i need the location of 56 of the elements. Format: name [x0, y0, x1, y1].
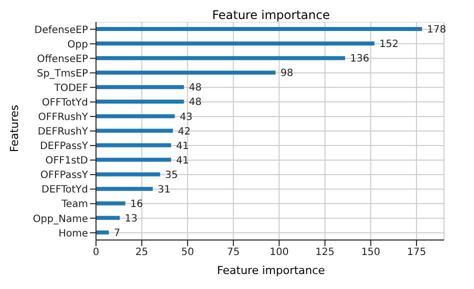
- x-tick-label: 150: [361, 247, 380, 258]
- x-tick-label: 125: [315, 247, 334, 258]
- data-label: 48: [188, 82, 202, 94]
- y-tick-label: Sp_TmsEP: [36, 68, 88, 80]
- data-label: 136: [350, 54, 370, 65]
- y-tick-label: DEFTotYd: [42, 184, 88, 196]
- x-tick-label: 100: [270, 247, 289, 258]
- data-label: 7: [114, 228, 120, 240]
- data-label: 42: [178, 126, 191, 138]
- y-tick-label: Home: [58, 228, 88, 240]
- data-label: 41: [176, 155, 189, 166]
- bar: [96, 128, 173, 133]
- y-tick-label: OffenseEP: [37, 54, 88, 65]
- data-label: 152: [379, 39, 398, 50]
- data-label: 16: [130, 198, 144, 210]
- y-tick-label: Team: [60, 199, 88, 210]
- bar: [96, 158, 172, 162]
- data-label: 35: [165, 170, 178, 181]
- bar: [96, 114, 175, 118]
- data-label: 31: [158, 184, 171, 196]
- bar: [96, 216, 120, 220]
- x-tick-label: 175: [406, 247, 426, 258]
- y-tick-label: DEFRushY: [38, 126, 89, 138]
- bar: [96, 186, 153, 191]
- y-axis-title: Features: [8, 104, 22, 152]
- bar: [96, 172, 160, 176]
- y-tick-label: OFFPassY: [40, 170, 89, 182]
- bar: [96, 27, 422, 31]
- x-tick-label: 50: [181, 247, 194, 258]
- chart-title: Feature importance: [211, 8, 331, 22]
- data-label: 13: [124, 213, 138, 224]
- y-tick-label: Opp: [67, 39, 88, 50]
- y-tick-label: OFF1stD: [45, 156, 88, 167]
- data-label: 178: [427, 24, 446, 36]
- y-tick-label: DefenseEP: [34, 24, 88, 36]
- bar: [96, 100, 184, 104]
- bar: [96, 230, 109, 234]
- data-label: 41: [176, 140, 189, 152]
- x-tick-label: 0: [92, 247, 100, 258]
- x-tick-label: 75: [227, 247, 240, 258]
- data-label: 43: [180, 112, 192, 123]
- y-tick-label: TODEF: [53, 82, 88, 94]
- bar: [96, 143, 172, 148]
- y-tick-label: Opp_Name: [32, 214, 88, 225]
- y-tick-label: OFFTotYd: [42, 97, 88, 108]
- y-tick-label: DEFPassY: [40, 141, 89, 152]
- bar: [96, 85, 184, 90]
- y-tick-label: OFFRushY: [38, 112, 89, 124]
- bar: [96, 201, 126, 206]
- bar: [96, 42, 374, 46]
- data-label: 48: [188, 97, 202, 108]
- data-label: 98: [280, 68, 294, 80]
- bar: [96, 70, 276, 75]
- x-tick-label: 25: [135, 247, 148, 258]
- bar: [96, 56, 346, 60]
- x-axis-title: Feature importance: [216, 264, 326, 277]
